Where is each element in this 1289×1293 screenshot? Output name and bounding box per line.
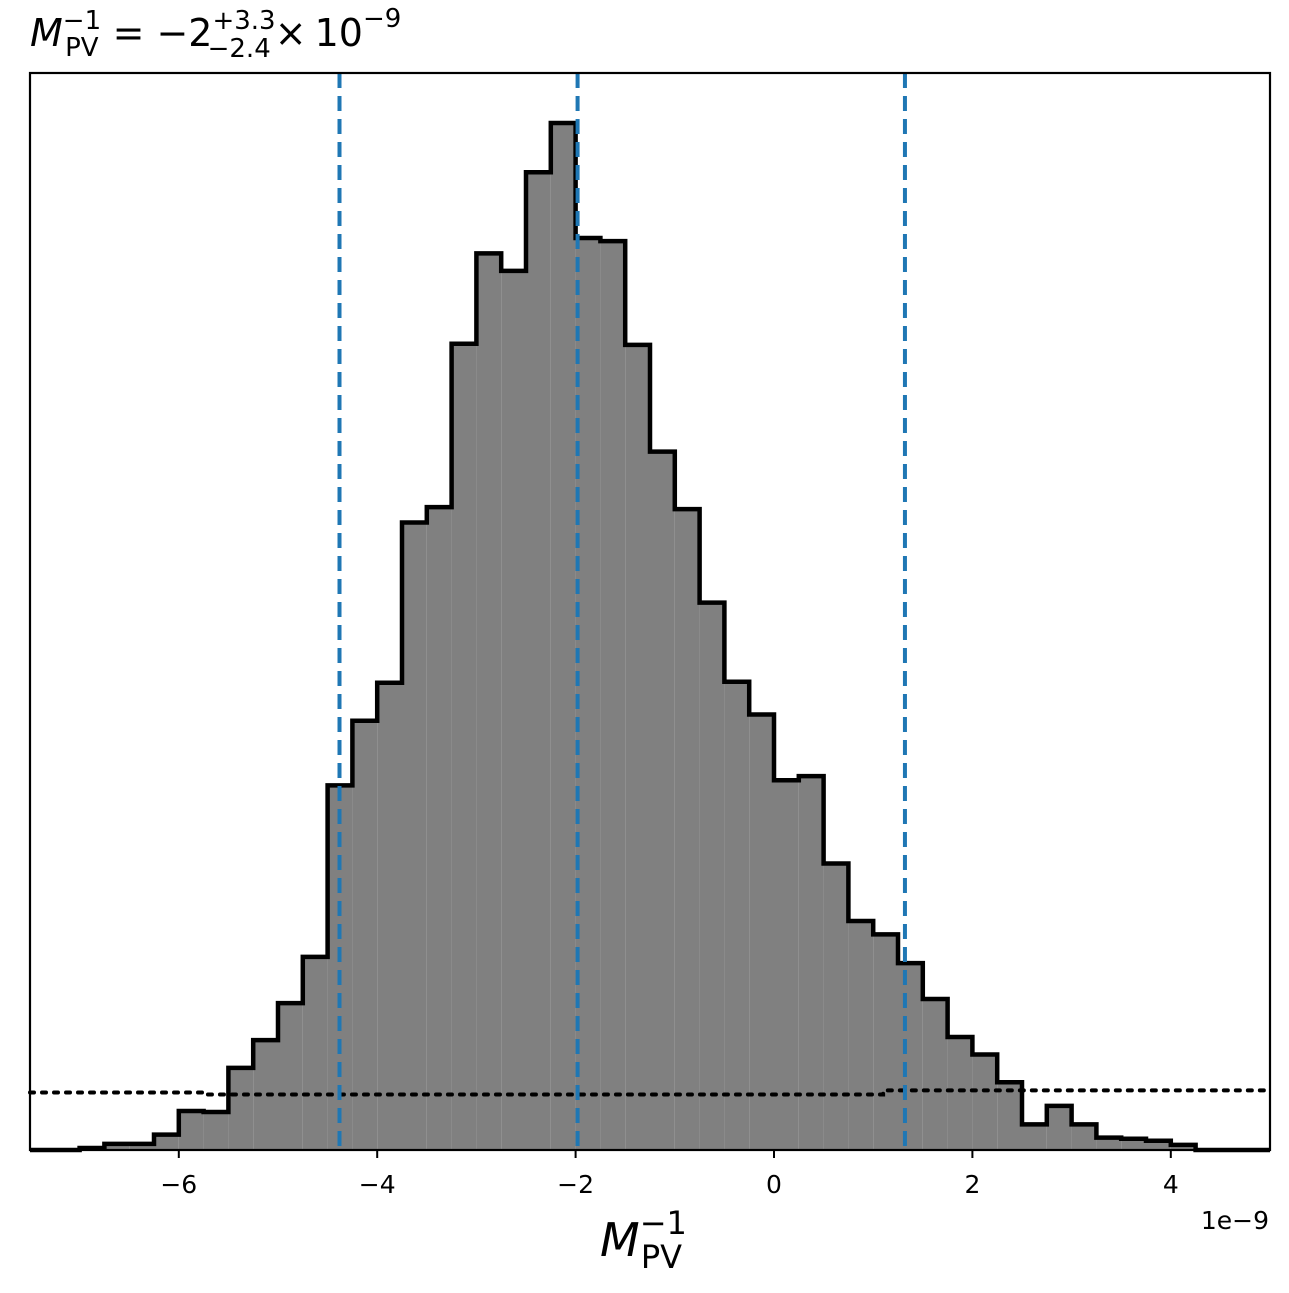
histogram-bar (1022, 1124, 1047, 1150)
histogram-bar (674, 509, 700, 1151)
title-times: × (275, 11, 307, 55)
chart-title: M−1 PV = −2+3.3 −2.4 × 10−9 (30, 4, 401, 64)
histogram-outline (30, 120, 1270, 1153)
histogram-bar (922, 999, 948, 1150)
histogram-bar (302, 956, 328, 1150)
histogram-bar (1096, 1137, 1122, 1150)
histogram-bar (377, 682, 402, 1150)
histogram-bar (625, 344, 650, 1150)
title-power-exp: −9 (363, 4, 401, 34)
histogram-bar (997, 1082, 1022, 1150)
histogram-bar (575, 238, 601, 1151)
histogram-bar (749, 714, 774, 1150)
histogram-bar (1170, 1144, 1196, 1150)
x-tick-label: −4 (359, 1170, 396, 1199)
x-axis-ticks: −6 −4 −2 0 2 4 (160, 1150, 1179, 1199)
histogram-bar (848, 920, 874, 1150)
histogram-bar (873, 934, 898, 1150)
histogram-bar (600, 241, 626, 1151)
x-tick-label: 4 (1163, 1170, 1179, 1199)
x-tick-label: −6 (160, 1170, 197, 1199)
title-err-plus: +3.3 (212, 6, 275, 36)
histogram-bar (104, 1143, 130, 1150)
prior-line (28, 1088, 1272, 1097)
xlabel-var: M (600, 1213, 640, 1267)
histogram-bar (1071, 1124, 1097, 1150)
histogram-bar (1046, 1105, 1072, 1150)
histogram-bar (550, 123, 576, 1150)
histogram-bar (823, 863, 849, 1150)
title-err-minus: −2.4 (208, 34, 271, 64)
x-axis-label: M−1 PV (600, 1204, 687, 1276)
title-power-base: 10 (315, 11, 363, 55)
histogram-bar (278, 1003, 303, 1150)
histogram-bar (501, 270, 526, 1150)
histogram-bar (203, 1112, 229, 1150)
histogram-bar (476, 253, 502, 1150)
title-var-sub: PV (65, 33, 99, 63)
histogram-bar (699, 602, 725, 1150)
x-offset-label: 1e−9 (1201, 1206, 1269, 1235)
title-var: M (30, 11, 63, 55)
histogram-bar (1121, 1138, 1146, 1150)
histogram-bar (798, 776, 824, 1150)
histogram-bar (724, 681, 750, 1150)
histogram-bar (178, 1110, 204, 1150)
x-tick-label: −2 (557, 1170, 594, 1199)
title-equals: = (113, 11, 145, 55)
plot-area (28, 73, 1272, 1153)
xlabel-sup: −1 (640, 1204, 687, 1242)
x-tick-label: 0 (766, 1170, 782, 1199)
histogram-bar (972, 1054, 998, 1150)
title-base: −2 (156, 11, 212, 55)
histogram-bar (650, 451, 675, 1150)
xlabel-sub: PV (641, 1238, 682, 1276)
histogram-bar (129, 1143, 154, 1150)
histogram-bar (947, 1037, 973, 1150)
histogram-bar (898, 963, 923, 1150)
histogram-bar (402, 522, 427, 1150)
axes-frame (28, 71, 1272, 1152)
x-tick-label: 2 (964, 1170, 980, 1199)
histogram-bar (1146, 1140, 1171, 1150)
histogram-bar (774, 780, 799, 1150)
histogram-bar (352, 720, 378, 1150)
histogram-bar (426, 507, 452, 1150)
histogram-bar (451, 343, 477, 1150)
histogram-bar (154, 1134, 179, 1150)
histogram-bar (228, 1067, 254, 1150)
histogram-bar (526, 172, 551, 1150)
title-var-sup: −1 (63, 6, 101, 36)
